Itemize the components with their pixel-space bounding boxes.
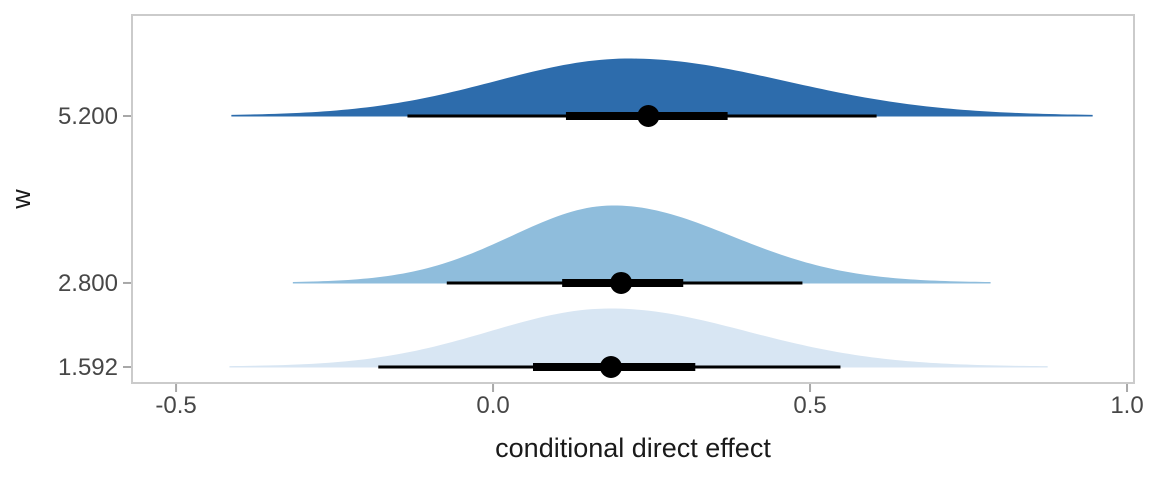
median-dot-w-1.592 [599, 356, 622, 378]
density-area-w-2.800 [292, 205, 991, 284]
median-dot-w-2.800 [610, 271, 633, 294]
x-axis-tick-label: 0.5 [793, 392, 826, 419]
x-axis-tick-label: -0.5 [155, 392, 196, 419]
y-axis-title: w [6, 189, 36, 210]
x-axis-title: conditional direct effect [495, 433, 771, 463]
x-axis-tick-label: 1.0 [1110, 392, 1143, 419]
panel-border [131, 14, 1135, 384]
y-axis-tick-label: 2.800 [58, 270, 118, 297]
density-area-w-1.592 [229, 308, 1048, 368]
x-axis-tick-label: 0.0 [476, 392, 509, 419]
y-axis-tick-label: 1.592 [58, 354, 118, 381]
median-dot-w-5.200 [637, 105, 660, 128]
y-axis-tick-label: 5.200 [58, 103, 118, 130]
density-area-w-5.200 [231, 58, 1093, 117]
